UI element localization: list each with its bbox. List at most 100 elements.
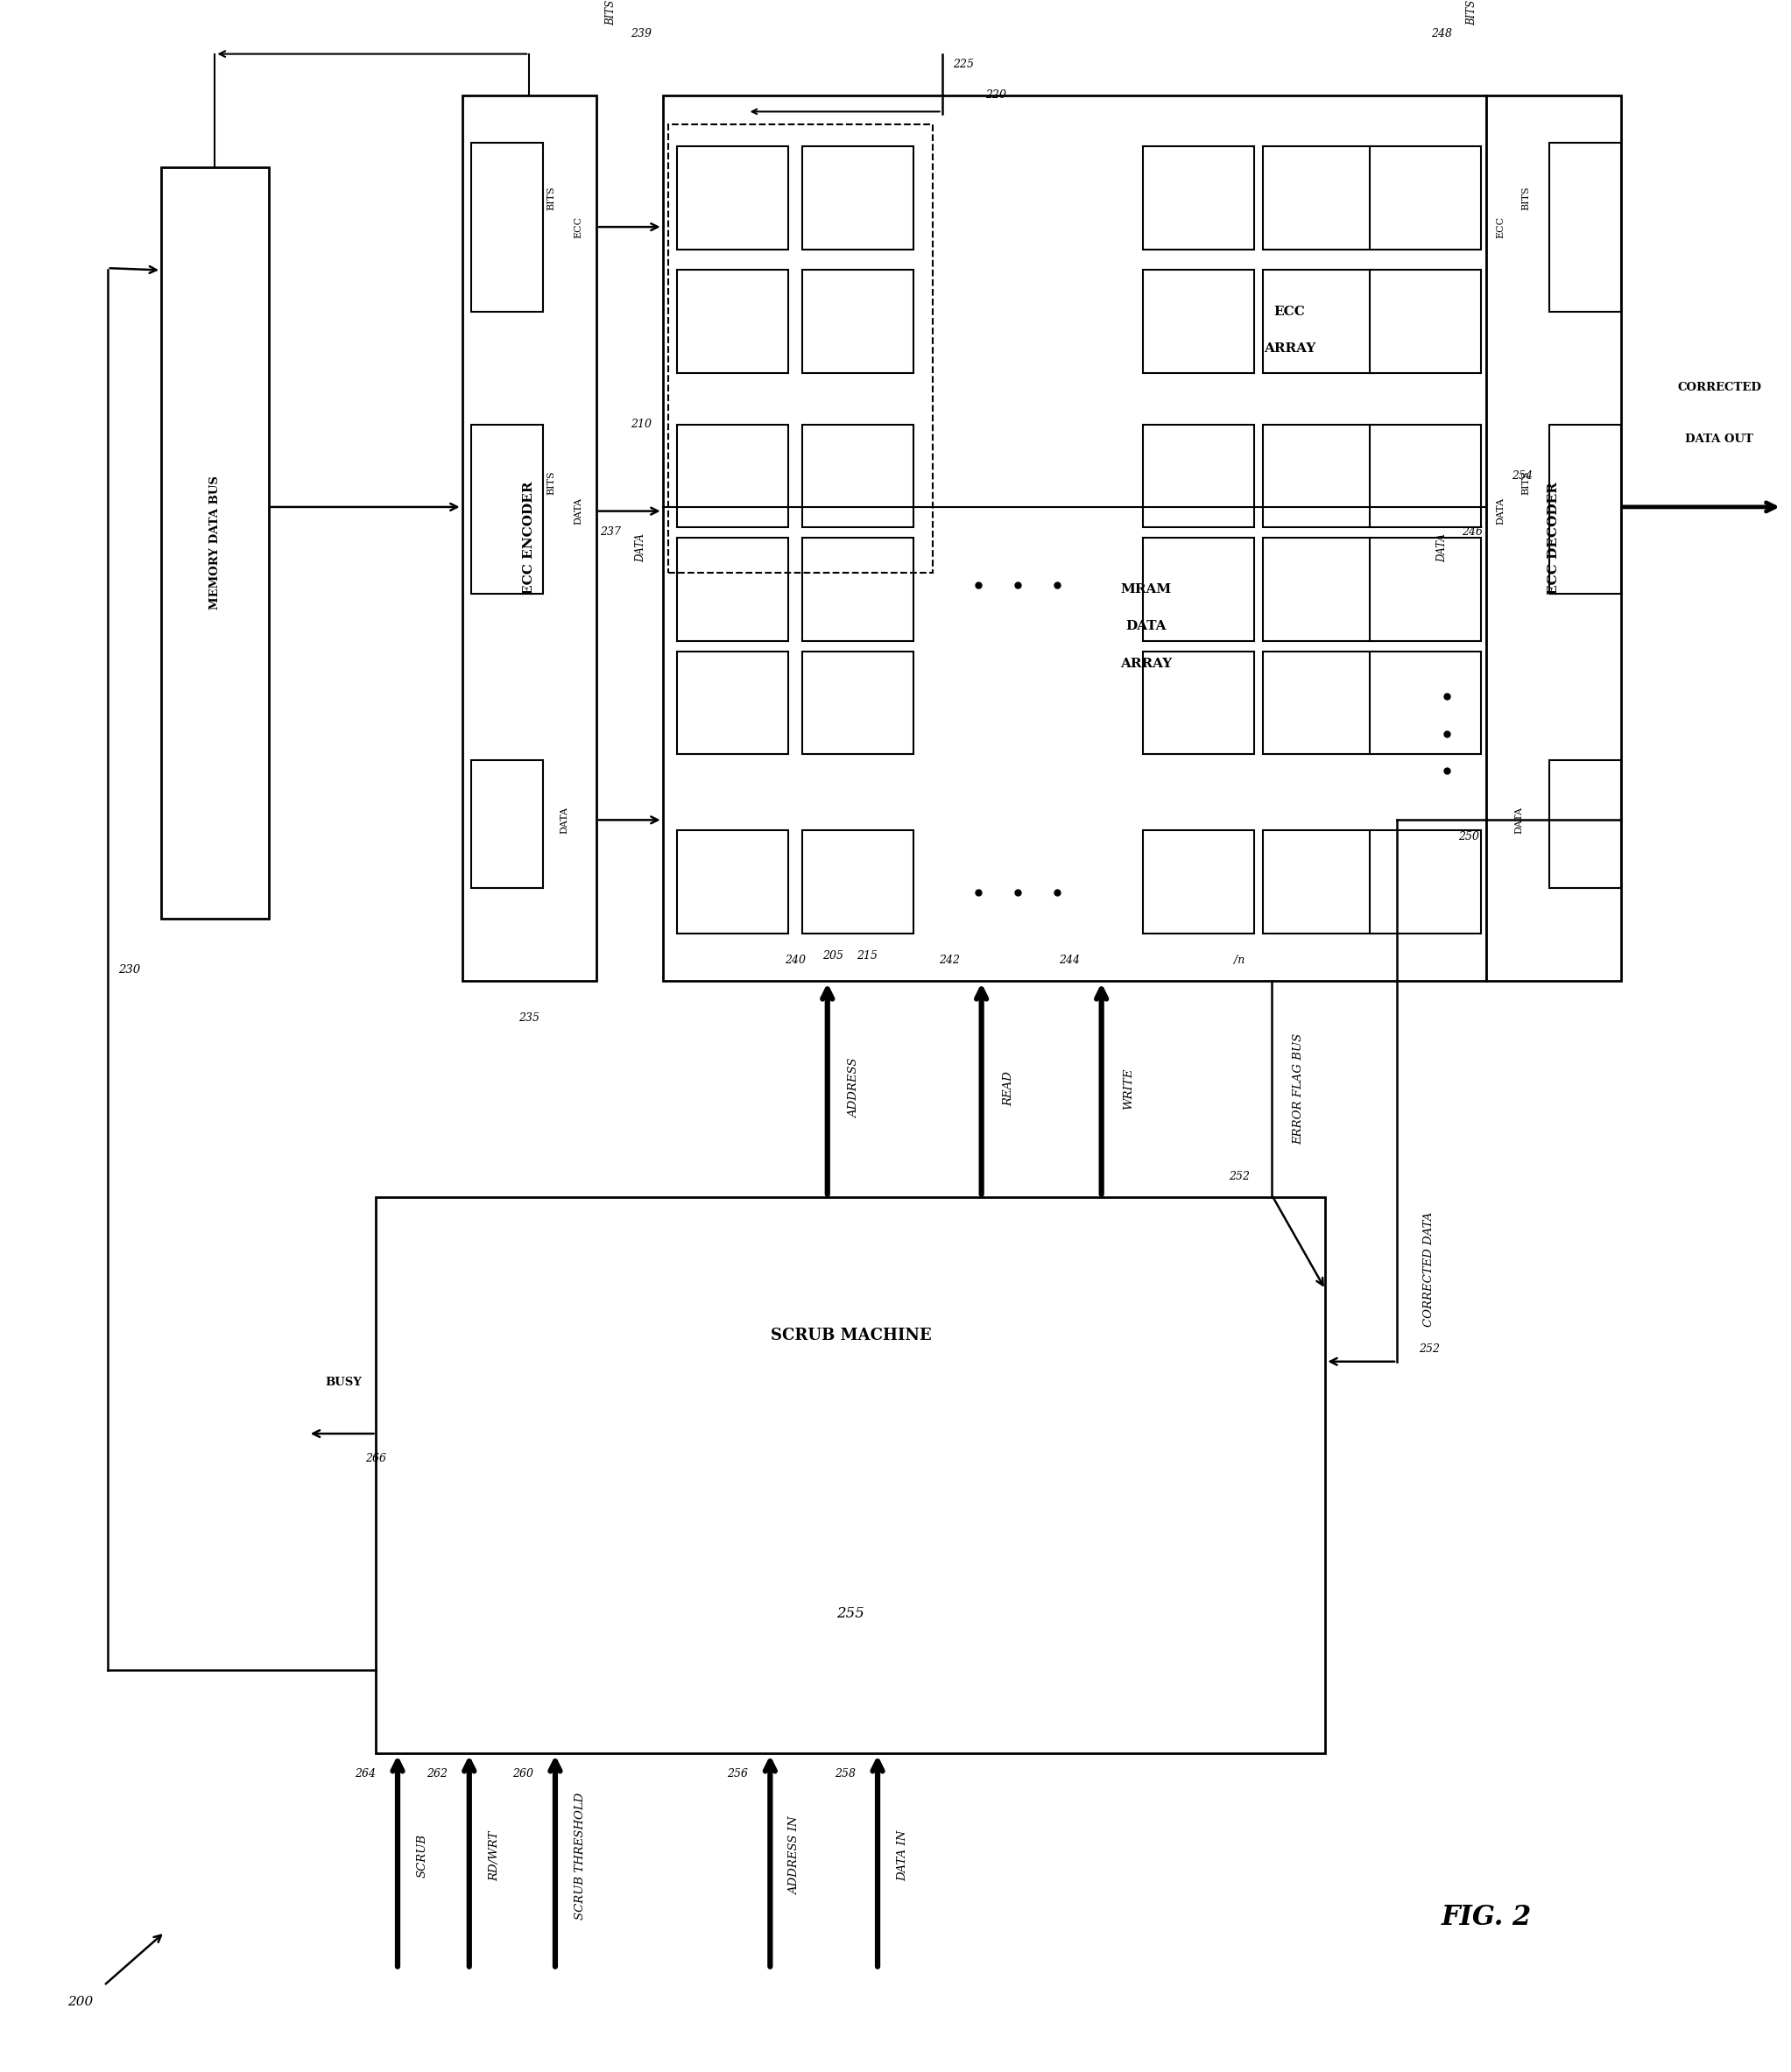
Bar <box>471 143 543 311</box>
Text: 237: 237 <box>600 526 621 537</box>
Bar <box>1370 831 1481 932</box>
Bar <box>1370 651 1481 754</box>
Text: 250: 250 <box>1458 831 1479 841</box>
Text: 256: 256 <box>727 1767 749 1780</box>
Bar <box>677 147 788 249</box>
Text: SCRUB MACHINE: SCRUB MACHINE <box>770 1328 931 1345</box>
Bar <box>1370 425 1481 528</box>
Bar <box>677 269 788 373</box>
Bar <box>663 95 1487 980</box>
Text: ADDRESS: ADDRESS <box>849 1059 860 1119</box>
Text: DATA: DATA <box>1515 806 1522 833</box>
Bar <box>1487 95 1621 980</box>
Bar <box>1263 831 1374 932</box>
Text: ARRAY: ARRAY <box>1121 657 1171 669</box>
Bar <box>1263 651 1374 754</box>
Bar <box>802 147 913 249</box>
Bar <box>802 539 913 640</box>
Text: WRITE: WRITE <box>1123 1067 1134 1109</box>
Bar <box>161 168 269 918</box>
Text: 210: 210 <box>630 419 652 431</box>
Text: 225: 225 <box>953 58 974 70</box>
Text: BUSY: BUSY <box>326 1376 362 1388</box>
Bar <box>1549 425 1621 593</box>
Text: CORRECTED: CORRECTED <box>1678 381 1761 394</box>
Text: 252: 252 <box>1418 1343 1440 1355</box>
Bar <box>1263 425 1374 528</box>
Text: MRAM: MRAM <box>1121 582 1171 595</box>
Text: 258: 258 <box>835 1767 856 1780</box>
Text: DATA: DATA <box>1127 620 1166 632</box>
Text: 246: 246 <box>1461 526 1483 537</box>
Bar <box>1143 269 1254 373</box>
Bar <box>668 124 933 572</box>
Text: ECC DECODER: ECC DECODER <box>1547 481 1560 595</box>
Text: DATA: DATA <box>1497 497 1504 524</box>
Text: DATA OUT: DATA OUT <box>1685 433 1753 445</box>
Text: 240: 240 <box>784 955 806 966</box>
Bar <box>802 425 913 528</box>
Text: BITS: BITS <box>605 0 616 25</box>
Bar <box>677 831 788 932</box>
Bar <box>802 831 913 932</box>
Text: FIG. 2: FIG. 2 <box>1442 1904 1531 1931</box>
Text: ECC: ECC <box>1497 215 1504 238</box>
Bar <box>1263 147 1374 249</box>
Bar <box>1143 539 1254 640</box>
Text: READ: READ <box>1003 1071 1014 1106</box>
Bar <box>376 1198 1325 1753</box>
Bar <box>802 269 913 373</box>
Text: 220: 220 <box>985 89 1007 102</box>
Text: ARRAY: ARRAY <box>1264 342 1315 354</box>
Text: 255: 255 <box>836 1606 865 1620</box>
Text: 235: 235 <box>519 1011 539 1024</box>
Text: ECC ENCODER: ECC ENCODER <box>523 481 536 595</box>
Text: /n: /n <box>1234 955 1245 966</box>
Bar <box>1549 143 1621 311</box>
Bar <box>677 539 788 640</box>
Text: ECC: ECC <box>1273 305 1306 317</box>
Text: DATA: DATA <box>561 806 568 833</box>
Bar <box>1143 651 1254 754</box>
Bar <box>1263 269 1374 373</box>
Bar <box>1370 539 1481 640</box>
Text: ERROR FLAG BUS: ERROR FLAG BUS <box>1293 1034 1304 1144</box>
Text: BITS: BITS <box>548 470 555 495</box>
Bar <box>1143 425 1254 528</box>
Bar <box>802 651 913 754</box>
Text: 260: 260 <box>512 1767 534 1780</box>
Text: SCRUB THRESHOLD: SCRUB THRESHOLD <box>575 1792 586 1919</box>
Text: MEMORY DATA BUS: MEMORY DATA BUS <box>210 477 220 609</box>
Text: ADDRESS IN: ADDRESS IN <box>790 1817 801 1896</box>
Text: 254: 254 <box>1512 470 1533 483</box>
Text: 264: 264 <box>355 1767 376 1780</box>
Bar <box>1549 760 1621 889</box>
Text: DATA: DATA <box>575 497 582 524</box>
Bar <box>1143 147 1254 249</box>
Text: 205: 205 <box>822 951 844 961</box>
Bar <box>471 760 543 889</box>
Text: BITS: BITS <box>548 186 555 209</box>
Bar <box>471 425 543 593</box>
Text: RD/WRT: RD/WRT <box>489 1832 500 1881</box>
Text: 215: 215 <box>856 951 878 961</box>
Text: SCRUB: SCRUB <box>417 1834 428 1877</box>
Text: 252: 252 <box>1229 1171 1250 1181</box>
Text: DATA IN: DATA IN <box>897 1830 908 1881</box>
Text: 242: 242 <box>938 955 960 966</box>
Bar <box>462 95 596 980</box>
Text: 248: 248 <box>1431 27 1453 39</box>
Bar <box>1370 147 1481 249</box>
Text: DATA: DATA <box>636 535 647 564</box>
Bar <box>677 425 788 528</box>
Text: 262: 262 <box>426 1767 448 1780</box>
Text: BITS: BITS <box>1467 0 1478 25</box>
Bar <box>1263 539 1374 640</box>
Bar <box>1143 831 1254 932</box>
Text: CORRECTED DATA: CORRECTED DATA <box>1424 1212 1435 1326</box>
Text: ECC: ECC <box>575 215 582 238</box>
Text: 266: 266 <box>365 1452 387 1465</box>
Text: BITS: BITS <box>1522 186 1530 209</box>
Text: 244: 244 <box>1058 955 1080 966</box>
Text: 200: 200 <box>68 1995 93 2008</box>
